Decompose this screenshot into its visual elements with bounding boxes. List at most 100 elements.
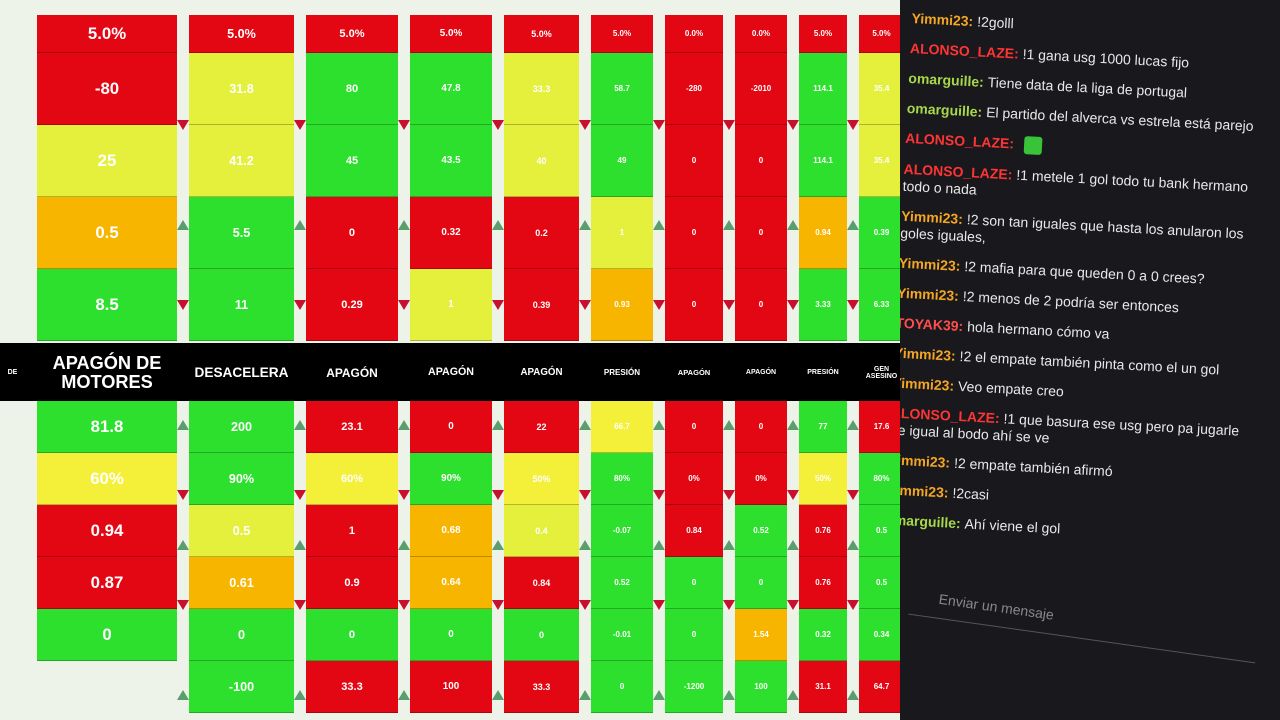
trend-arrow	[847, 690, 859, 700]
trend-arrow	[177, 490, 189, 500]
data-cell: 33.3	[306, 661, 398, 713]
data-cell: 1.54	[735, 609, 787, 661]
trend-arrow	[653, 690, 665, 700]
chat-user: Yimmi23:	[911, 10, 974, 30]
data-cell: 0%	[665, 453, 723, 505]
chat-text: !2golll	[976, 13, 1015, 32]
trend-arrow	[723, 490, 735, 500]
trend-arrow	[579, 300, 591, 310]
chat-message: ALONSO_LAZE: !1 metele 1 gol todo tu bank…	[902, 161, 1258, 214]
chat-text: hola hermano cómo va	[966, 318, 1110, 343]
trend-arrow	[294, 490, 306, 500]
trend-arrow	[723, 540, 735, 550]
trend-arrow	[579, 490, 591, 500]
chat-user: Yimmi23:	[900, 284, 960, 305]
column-label: APAGÓN	[520, 366, 563, 378]
trend-arrow	[398, 300, 410, 310]
header-cell: 5.0%	[306, 15, 398, 53]
data-cell: 0	[306, 609, 398, 661]
data-cell: 80%	[591, 453, 653, 505]
trend-arrow	[723, 300, 735, 310]
data-cell: 22	[504, 401, 579, 453]
data-cell: 60%	[37, 453, 177, 505]
chat-user: Yimmi23:	[900, 208, 964, 228]
chat-user: Yimmi23:	[900, 481, 949, 501]
data-cell: 0.52	[735, 505, 787, 557]
trend-arrow	[398, 120, 410, 130]
trend-arrow	[492, 220, 504, 230]
data-cell: 0.68	[410, 505, 492, 557]
data-cell: 64.7	[859, 661, 900, 713]
data-cell: 17.6	[859, 401, 900, 453]
chat-input[interactable]: Enviar un mensaje	[908, 575, 1261, 664]
data-cell: -1200	[665, 661, 723, 713]
chat-text: !2casi	[952, 485, 990, 503]
data-cell: 100	[735, 661, 787, 713]
trend-arrow	[723, 690, 735, 700]
data-cell: 0	[410, 609, 492, 661]
data-cell: 0.87	[37, 557, 177, 609]
data-cell: 0	[410, 401, 492, 453]
data-cell: 0	[665, 557, 723, 609]
column-label: DESACELERA	[194, 364, 289, 380]
data-cell: 0	[735, 125, 787, 197]
trend-arrow	[492, 420, 504, 430]
data-cell: 49	[591, 125, 653, 197]
trend-arrow	[847, 220, 859, 230]
data-cell: 31.8	[189, 53, 294, 125]
data-cell: 0	[665, 197, 723, 269]
data-cell: 40	[504, 125, 579, 197]
data-cell: 0.5	[37, 197, 177, 269]
data-cell: 66.7	[591, 401, 653, 453]
data-cell: 1	[591, 197, 653, 269]
label-band	[0, 343, 900, 401]
chat-user: omarguille:	[900, 511, 962, 532]
data-cell: 41.2	[189, 125, 294, 197]
column-label: APAGÓN	[326, 365, 378, 380]
chat-text: !2 mafia para que queden 0 a 0 crees?	[963, 258, 1205, 287]
trend-arrow	[579, 220, 591, 230]
data-cell: 5.5	[189, 197, 294, 269]
trend-arrow	[398, 490, 410, 500]
trend-arrow	[787, 490, 799, 500]
chat-text: El partido del alverca vs estrela está p…	[985, 104, 1254, 135]
data-cell: 0	[189, 609, 294, 661]
chat-panel: Yimmi23: !2golll ALONSO_LAZE: !1 gana usg 1…	[900, 0, 1280, 720]
data-cell: 0	[591, 661, 653, 713]
trend-arrow	[723, 420, 735, 430]
chat-message: TOYAK39: hola hermano cómo va	[900, 315, 1251, 351]
data-cell: 0	[665, 125, 723, 197]
trend-arrow	[294, 600, 306, 610]
data-cell: 200	[189, 401, 294, 453]
trend-arrow	[787, 600, 799, 610]
data-cell: 0	[735, 269, 787, 341]
chat-message: ALONSO_LAZE:	[905, 130, 1260, 167]
chat-message: omarguille: Tiene data de la liga de port…	[908, 70, 1263, 106]
trend-arrow	[787, 420, 799, 430]
data-cell: -0.01	[591, 609, 653, 661]
chat-user: ALONSO_LAZE:	[904, 129, 1015, 152]
trend-arrow	[398, 420, 410, 430]
header-cell: 0.0%	[665, 15, 723, 53]
trend-arrow	[579, 420, 591, 430]
trend-arrow	[787, 120, 799, 130]
spreadsheet: DE 5.0% -80 25 0.5 8.5 81.8 60% 0.94 0.87 0 APAGÓN …	[0, 0, 900, 720]
data-cell: 114.1	[799, 125, 847, 197]
data-cell: 0.94	[799, 197, 847, 269]
trend-arrow	[294, 300, 306, 310]
chat-message: Yimmi23: !2 mafia para que queden 0 a 0 c…	[900, 255, 1254, 291]
data-cell: 0.5	[859, 557, 900, 609]
trend-arrow	[787, 300, 799, 310]
header-cell: 5.0%	[410, 15, 492, 53]
data-cell: 0	[37, 609, 177, 661]
trend-arrow	[492, 490, 504, 500]
trend-arrow	[653, 490, 665, 500]
data-cell: 45	[306, 125, 398, 197]
data-cell: 0.29	[306, 269, 398, 341]
data-cell: 3.33	[799, 269, 847, 341]
trend-arrow	[398, 220, 410, 230]
data-cell: 0.5	[189, 505, 294, 557]
data-cell: 0.2	[504, 197, 579, 269]
data-cell: 50%	[504, 453, 579, 505]
